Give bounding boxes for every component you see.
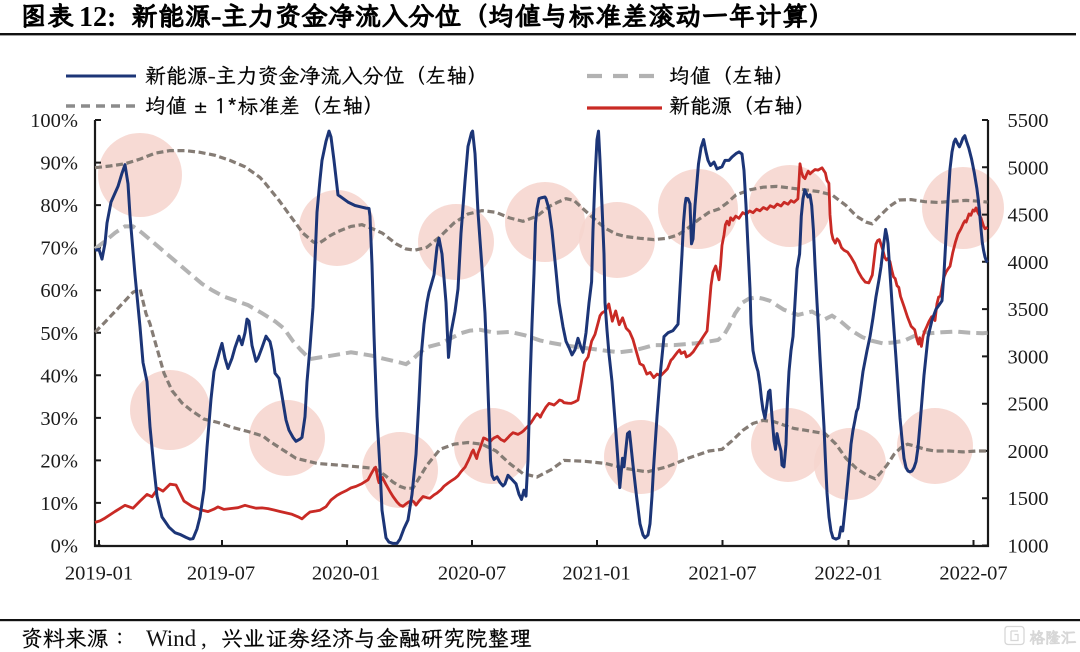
svg-text:2019-01: 2019-01 bbox=[65, 563, 133, 585]
svg-text:1000: 1000 bbox=[1008, 536, 1049, 558]
svg-text:2020-07: 2020-07 bbox=[438, 563, 506, 585]
svg-text:3500: 3500 bbox=[1008, 299, 1049, 321]
svg-text:100%: 100% bbox=[30, 110, 78, 132]
svg-text:80%: 80% bbox=[40, 195, 78, 217]
svg-text:2021-07: 2021-07 bbox=[688, 563, 756, 585]
svg-text:40%: 40% bbox=[40, 365, 78, 387]
svg-text:1500: 1500 bbox=[1008, 488, 1049, 510]
svg-text:5000: 5000 bbox=[1008, 157, 1049, 179]
svg-text:70%: 70% bbox=[40, 238, 78, 260]
svg-text:2500: 2500 bbox=[1008, 394, 1049, 416]
svg-text:2020-01: 2020-01 bbox=[312, 563, 380, 585]
svg-text:2022-01: 2022-01 bbox=[814, 563, 882, 585]
svg-text:20%: 20% bbox=[40, 450, 78, 472]
svg-text:0%: 0% bbox=[51, 536, 78, 558]
svg-text:2021-01: 2021-01 bbox=[562, 563, 630, 585]
svg-text:4500: 4500 bbox=[1008, 205, 1049, 227]
svg-text:Wind: Wind bbox=[146, 626, 197, 651]
svg-text:3000: 3000 bbox=[1008, 346, 1049, 368]
svg-text:2019-07: 2019-07 bbox=[187, 563, 255, 585]
svg-text:30%: 30% bbox=[40, 408, 78, 430]
svg-text:50%: 50% bbox=[40, 323, 78, 345]
svg-text:,: , bbox=[201, 626, 207, 651]
svg-text:10%: 10% bbox=[40, 493, 78, 515]
svg-text:5500: 5500 bbox=[1008, 110, 1049, 132]
svg-text:2022-07: 2022-07 bbox=[939, 563, 1007, 585]
svg-text:4000: 4000 bbox=[1008, 252, 1049, 274]
svg-text:90%: 90% bbox=[40, 153, 78, 175]
svg-text:2000: 2000 bbox=[1008, 441, 1049, 463]
svg-text:12:: 12: bbox=[79, 2, 116, 33]
svg-text:60%: 60% bbox=[40, 280, 78, 302]
